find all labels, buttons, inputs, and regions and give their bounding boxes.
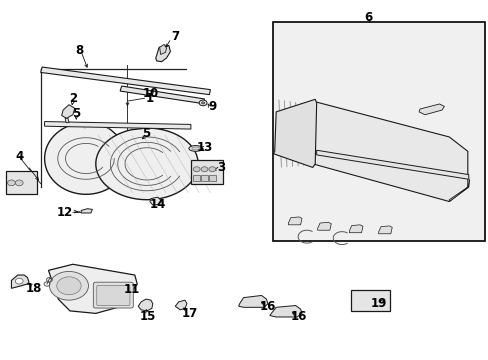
Circle shape <box>15 180 23 186</box>
Polygon shape <box>138 299 153 311</box>
Text: 18: 18 <box>25 282 42 295</box>
Bar <box>208 175 215 181</box>
Polygon shape <box>159 44 166 54</box>
Bar <box>201 175 207 181</box>
Polygon shape <box>175 300 186 310</box>
Text: 16: 16 <box>259 300 276 313</box>
Polygon shape <box>378 226 391 234</box>
Text: 13: 13 <box>196 140 212 153</box>
Polygon shape <box>448 179 469 202</box>
Ellipse shape <box>188 145 202 151</box>
Text: 2: 2 <box>69 93 77 105</box>
Polygon shape <box>273 99 316 167</box>
Polygon shape <box>317 222 330 230</box>
Polygon shape <box>81 209 92 213</box>
Polygon shape <box>96 128 198 200</box>
Polygon shape <box>316 150 468 179</box>
Text: 19: 19 <box>369 297 386 310</box>
Polygon shape <box>348 225 362 233</box>
Ellipse shape <box>191 147 199 150</box>
Circle shape <box>208 167 215 172</box>
Polygon shape <box>150 197 161 205</box>
Circle shape <box>201 167 207 172</box>
Polygon shape <box>269 306 302 317</box>
Polygon shape <box>238 296 267 307</box>
Polygon shape <box>65 118 69 123</box>
Text: 6: 6 <box>364 11 372 24</box>
Polygon shape <box>156 45 170 62</box>
FancyBboxPatch shape <box>97 285 130 306</box>
Circle shape <box>201 102 204 104</box>
Circle shape <box>49 271 88 300</box>
Circle shape <box>199 100 206 106</box>
Polygon shape <box>418 104 444 115</box>
Bar <box>193 175 200 181</box>
Polygon shape <box>48 264 137 314</box>
Circle shape <box>7 180 15 186</box>
FancyBboxPatch shape <box>93 282 133 308</box>
Text: 7: 7 <box>171 30 179 43</box>
Text: 9: 9 <box>208 100 217 113</box>
Polygon shape <box>11 275 29 288</box>
Text: 16: 16 <box>290 310 306 324</box>
Text: 5: 5 <box>142 127 150 140</box>
Text: 8: 8 <box>76 44 83 57</box>
Polygon shape <box>44 122 190 129</box>
Text: 12: 12 <box>57 207 73 220</box>
Bar <box>272 22 484 241</box>
Circle shape <box>193 167 200 172</box>
Text: 17: 17 <box>182 307 198 320</box>
Text: 14: 14 <box>149 198 165 211</box>
Polygon shape <box>41 67 210 95</box>
Text: 11: 11 <box>123 283 139 296</box>
Polygon shape <box>288 217 302 225</box>
Polygon shape <box>120 86 204 104</box>
Text: 10: 10 <box>142 87 159 100</box>
Circle shape <box>15 278 23 284</box>
Text: 5: 5 <box>72 107 80 120</box>
Polygon shape <box>5 171 37 194</box>
Text: 4: 4 <box>15 150 23 163</box>
Text: 1: 1 <box>145 92 153 105</box>
Polygon shape <box>190 160 222 184</box>
Circle shape <box>57 277 81 295</box>
Text: 3: 3 <box>217 161 224 174</box>
Text: 15: 15 <box>140 310 156 324</box>
Polygon shape <box>61 105 75 118</box>
Polygon shape <box>277 101 467 202</box>
Polygon shape <box>44 123 127 194</box>
Polygon shape <box>350 291 389 311</box>
